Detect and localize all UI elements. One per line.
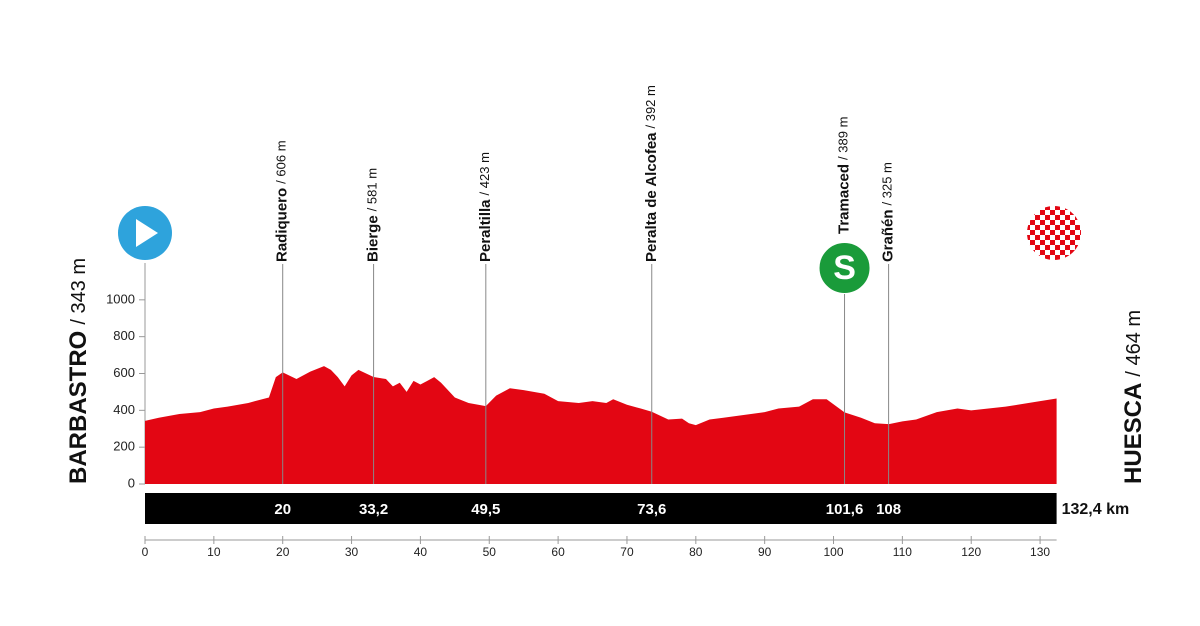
y-tick-label: 0	[128, 475, 135, 490]
x-tick-label: 20	[276, 545, 290, 559]
waypoint-name: Peraltilla	[477, 199, 494, 262]
waypoint-label: Radiquero / 606 m	[274, 140, 291, 262]
x-tick-label: 60	[551, 545, 565, 559]
waypoint-label: Grañén / 325 m	[880, 162, 897, 262]
waypoint-name: Grañén	[880, 209, 897, 262]
waypoint-label: Peralta de Alcofea / 392 m	[643, 85, 660, 262]
start-name: BARBASTRO	[65, 331, 92, 484]
y-tick-label: 600	[113, 365, 135, 380]
elevation-area	[145, 366, 1057, 484]
start-icon-arrow	[136, 219, 158, 247]
waypoint-label: Tramaced / 389 m	[836, 117, 853, 234]
x-tick-label: 120	[961, 545, 981, 559]
start-elevation: / 343 m	[68, 258, 90, 325]
finish-elevation: / 464 m	[1123, 310, 1145, 377]
finish-label: HUESCA / 464 m	[1120, 310, 1147, 484]
sprint-icon-letter: S	[833, 249, 856, 287]
waypoint-elevation: / 389 m	[836, 117, 851, 160]
waypoint-km: 108	[876, 501, 901, 518]
waypoint-elevation: / 423 m	[477, 152, 492, 195]
x-tick-label: 10	[207, 545, 221, 559]
waypoint-elevation: / 581 m	[365, 168, 380, 211]
finish-icon	[1027, 206, 1081, 260]
waypoint-elevation: / 325 m	[880, 162, 895, 205]
waypoint-km: 49,5	[471, 501, 500, 518]
waypoint-km: 20	[274, 501, 291, 518]
waypoint-name: Radiquero	[274, 188, 291, 262]
y-tick-label: 1000	[106, 291, 135, 306]
waypoint-name: Bierge	[365, 215, 382, 262]
waypoint-name: Peralta de Alcofea	[643, 132, 660, 262]
x-tick-label: 50	[483, 545, 497, 559]
waypoint-elevation: / 606 m	[274, 140, 289, 183]
x-tick-label: 130	[1030, 545, 1050, 559]
x-tick-label: 0	[142, 545, 149, 559]
waypoint-label: Bierge / 581 m	[365, 168, 382, 262]
waypoint-name: Tramaced	[836, 164, 853, 234]
distance-label: 132,4 km	[1062, 501, 1130, 518]
waypoint-elevation: / 392 m	[643, 85, 658, 128]
y-tick-label: 800	[113, 328, 135, 343]
x-tick-label: 70	[620, 545, 634, 559]
x-tick-label: 100	[824, 545, 844, 559]
y-tick-label: 200	[113, 439, 135, 454]
y-tick-label: 400	[113, 402, 135, 417]
distance-bar	[145, 493, 1057, 524]
waypoint-km: 73,6	[637, 501, 666, 518]
waypoint-km: 101,6	[826, 501, 864, 518]
x-tick-label: 30	[345, 545, 359, 559]
x-tick-label: 80	[689, 545, 703, 559]
x-tick-label: 110	[893, 545, 912, 559]
finish-name: HUESCA	[1120, 383, 1147, 484]
waypoint-label: Peraltilla / 423 m	[477, 152, 494, 262]
x-tick-label: 90	[758, 545, 772, 559]
x-tick-label: 40	[414, 545, 428, 559]
start-label: BARBASTRO / 343 m	[65, 258, 92, 484]
waypoint-km: 33,2	[359, 501, 388, 518]
